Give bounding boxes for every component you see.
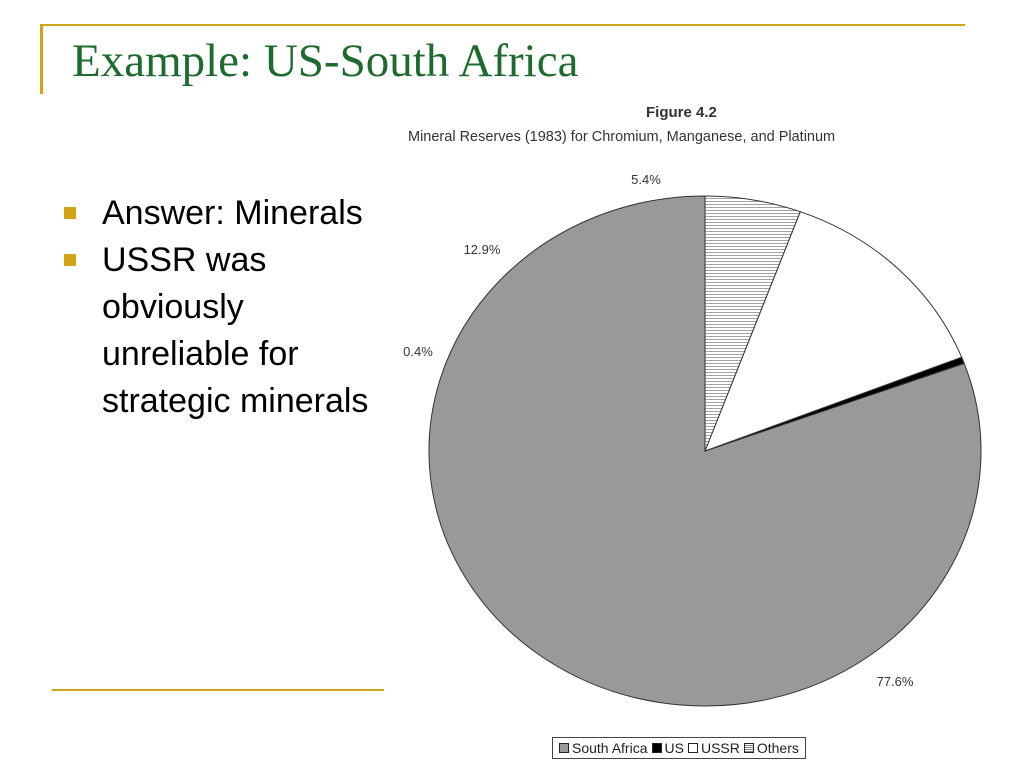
chart-legend: South Africa US USSR Others <box>552 737 806 759</box>
bullet-item-1: Answer: Minerals <box>64 190 384 237</box>
legend-swatch-icon <box>651 743 662 753</box>
slice-label-ussr: 12.9% <box>464 242 501 257</box>
legend-label: USSR <box>700 740 740 756</box>
bullet-text-2: USSR was obviously unreliable for strate… <box>102 241 369 420</box>
legend-label: South Africa <box>572 740 648 756</box>
figure-label: Figure 4.2 <box>646 104 717 121</box>
bullet-list: Answer: Minerals USSR was obviously unre… <box>64 190 384 425</box>
slice-label-south-africa: 77.6% <box>877 674 914 689</box>
legend-swatch-icon <box>743 743 754 753</box>
frame-accent-top <box>40 24 965 26</box>
chart-title: Mineral Reserves (1983) for Chromium, Ma… <box>408 129 836 145</box>
legend-item-us: US <box>651 740 684 756</box>
legend-label: US <box>664 740 684 756</box>
bullet-item-2: USSR was obviously unreliable for strate… <box>64 237 384 425</box>
frame-accent-vertical <box>40 24 43 94</box>
legend-swatch-icon <box>559 743 569 753</box>
pie-slice-south-africa <box>428 195 982 707</box>
bullet-square-icon <box>64 254 76 266</box>
legend-swatch-icon <box>687 743 698 753</box>
frame-accent-bottom <box>52 689 384 691</box>
bullet-text-1: Answer: Minerals <box>102 194 363 232</box>
legend-item-ussr: USSR <box>687 740 740 756</box>
bullet-square-icon <box>64 207 76 219</box>
slice-label-others: 5.4% <box>631 172 661 187</box>
legend-item-south-africa: South Africa <box>559 740 648 756</box>
pie-slice-ussr <box>704 211 963 452</box>
pie-slice-others <box>704 195 801 452</box>
legend-item-others: Others <box>743 740 799 756</box>
slice-label-us: 0.4% <box>403 344 433 359</box>
slide-title: Example: US-South Africa <box>72 35 579 87</box>
legend-label: Others <box>756 740 799 756</box>
